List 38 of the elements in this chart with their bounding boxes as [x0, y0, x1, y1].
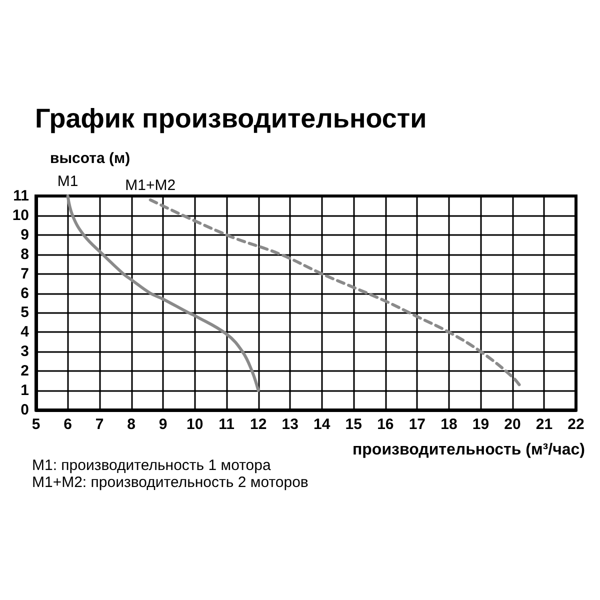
- x-tick-label: 17: [408, 416, 426, 433]
- x-tick-label: 5: [32, 416, 40, 433]
- y-axis-title: высота (м): [50, 150, 130, 167]
- x-tick-label: 13: [282, 416, 298, 433]
- x-tick-label: 12: [250, 416, 267, 433]
- text: M1+M2: производительность 2 моторов: [32, 474, 308, 491]
- y-tick-label: 6: [20, 284, 29, 302]
- x-tick-label: 11: [218, 416, 235, 433]
- x-tick-label: 7: [95, 416, 104, 433]
- x-tick-label: 20: [504, 416, 521, 433]
- x-tick-label: 10: [186, 416, 204, 433]
- y-tick-label: 2: [20, 362, 29, 380]
- series-label: M1: [57, 173, 78, 190]
- line-series: [66, 194, 260, 392]
- y-tick-label: 3: [20, 343, 29, 360]
- y-tick-label: 1: [20, 382, 29, 400]
- x-tick-label: 22: [568, 416, 584, 433]
- x-tick-label: 6: [64, 416, 72, 433]
- x-tick-label: 18: [440, 416, 458, 433]
- series-label: M1+M2: [125, 176, 176, 194]
- y-tick-label: 11: [13, 188, 29, 204]
- x-tick-label: 8: [127, 416, 136, 433]
- y-tick-label: 10: [12, 206, 29, 224]
- y-tick-label: 9: [20, 226, 29, 244]
- text: M1: производительность 1 мотора: [32, 457, 272, 474]
- x-tick-label: 16: [377, 416, 394, 433]
- y-tick-label: 0: [20, 402, 29, 418]
- x-axis-title: производительность (м³/час): [352, 442, 585, 458]
- y-tick-label: 5: [20, 304, 29, 322]
- chart-title: График производительности: [35, 104, 427, 134]
- y-tick-label: 4: [20, 324, 30, 341]
- x-tick-label: 15: [345, 416, 362, 433]
- x-tick-label: 14: [314, 416, 331, 433]
- y-tick-label: 7: [20, 265, 29, 282]
- y-tick-label: 8: [20, 246, 29, 263]
- x-tick-label: 21: [536, 416, 553, 433]
- x-tick-label: 19: [472, 416, 490, 433]
- x-tick-label: 9: [158, 416, 168, 433]
